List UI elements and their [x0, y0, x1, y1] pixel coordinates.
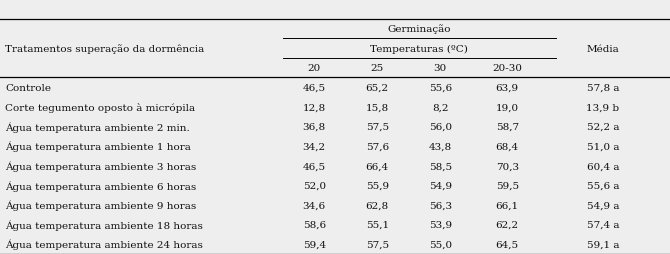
Text: 66,4: 66,4	[366, 162, 389, 170]
Text: Corte tegumento oposto à micrópila: Corte tegumento oposto à micrópila	[5, 103, 196, 112]
Text: 68,4: 68,4	[496, 142, 519, 151]
Text: 63,9: 63,9	[496, 84, 519, 92]
Text: 57,5: 57,5	[366, 240, 389, 249]
Text: 70,3: 70,3	[496, 162, 519, 170]
Text: 62,2: 62,2	[496, 220, 519, 229]
Text: 43,8: 43,8	[429, 142, 452, 151]
Text: 55,1: 55,1	[366, 220, 389, 229]
Text: Temperaturas (ºC): Temperaturas (ºC)	[371, 44, 468, 53]
Text: 53,9: 53,9	[429, 220, 452, 229]
Text: 8,2: 8,2	[432, 103, 448, 112]
Text: 55,9: 55,9	[366, 181, 389, 190]
Text: Água temperatura ambiente 3 horas: Água temperatura ambiente 3 horas	[5, 161, 196, 171]
Text: 55,0: 55,0	[429, 240, 452, 249]
Text: 12,8: 12,8	[303, 103, 326, 112]
Text: 51,0 a: 51,0 a	[587, 142, 619, 151]
Text: 59,1 a: 59,1 a	[587, 240, 619, 249]
Text: Média: Média	[587, 44, 619, 53]
Text: 60,4 a: 60,4 a	[587, 162, 619, 170]
Text: 59,4: 59,4	[303, 240, 326, 249]
Text: Germinação: Germinação	[388, 24, 451, 34]
Text: 62,8: 62,8	[366, 201, 389, 210]
Text: 59,5: 59,5	[496, 181, 519, 190]
Text: 19,0: 19,0	[496, 103, 519, 112]
Text: 56,3: 56,3	[429, 201, 452, 210]
Text: 54,9: 54,9	[429, 181, 452, 190]
Text: Água temperatura ambiente 2 min.: Água temperatura ambiente 2 min.	[5, 122, 190, 132]
Text: 54,9 a: 54,9 a	[587, 201, 619, 210]
Text: Água temperatura ambiente 6 horas: Água temperatura ambiente 6 horas	[5, 180, 196, 191]
Text: Água temperatura ambiente 1 hora: Água temperatura ambiente 1 hora	[5, 141, 191, 152]
Text: 57,4 a: 57,4 a	[587, 220, 619, 229]
Text: 52,0: 52,0	[303, 181, 326, 190]
Text: Água temperatura ambiente 9 horas: Água temperatura ambiente 9 horas	[5, 200, 196, 210]
Text: 34,2: 34,2	[303, 142, 326, 151]
Text: 55,6 a: 55,6 a	[587, 181, 619, 190]
Text: 66,1: 66,1	[496, 201, 519, 210]
Text: 58,7: 58,7	[496, 122, 519, 132]
Text: 15,8: 15,8	[366, 103, 389, 112]
Text: 65,2: 65,2	[366, 84, 389, 92]
Text: 55,6: 55,6	[429, 84, 452, 92]
Text: 46,5: 46,5	[303, 162, 326, 170]
Text: 58,5: 58,5	[429, 162, 452, 170]
Text: 57,8 a: 57,8 a	[587, 84, 619, 92]
Text: 57,6: 57,6	[366, 142, 389, 151]
Text: 20-30: 20-30	[492, 64, 522, 73]
Text: 46,5: 46,5	[303, 84, 326, 92]
Text: Controle: Controle	[5, 84, 52, 92]
Text: 64,5: 64,5	[496, 240, 519, 249]
Text: Água temperatura ambiente 24 horas: Água temperatura ambiente 24 horas	[5, 239, 203, 249]
Text: 25: 25	[371, 64, 384, 73]
Text: 20: 20	[308, 64, 321, 73]
Text: 52,2 a: 52,2 a	[587, 122, 619, 132]
Text: 36,8: 36,8	[303, 122, 326, 132]
Text: Tratamentos superação da dormência: Tratamentos superação da dormência	[5, 44, 204, 54]
Text: Água temperatura ambiente 18 horas: Água temperatura ambiente 18 horas	[5, 219, 203, 230]
Text: 57,5: 57,5	[366, 122, 389, 132]
Text: 13,9 b: 13,9 b	[586, 103, 620, 112]
Text: 58,6: 58,6	[303, 220, 326, 229]
Text: 56,0: 56,0	[429, 122, 452, 132]
Text: 30: 30	[433, 64, 447, 73]
Text: 34,6: 34,6	[303, 201, 326, 210]
